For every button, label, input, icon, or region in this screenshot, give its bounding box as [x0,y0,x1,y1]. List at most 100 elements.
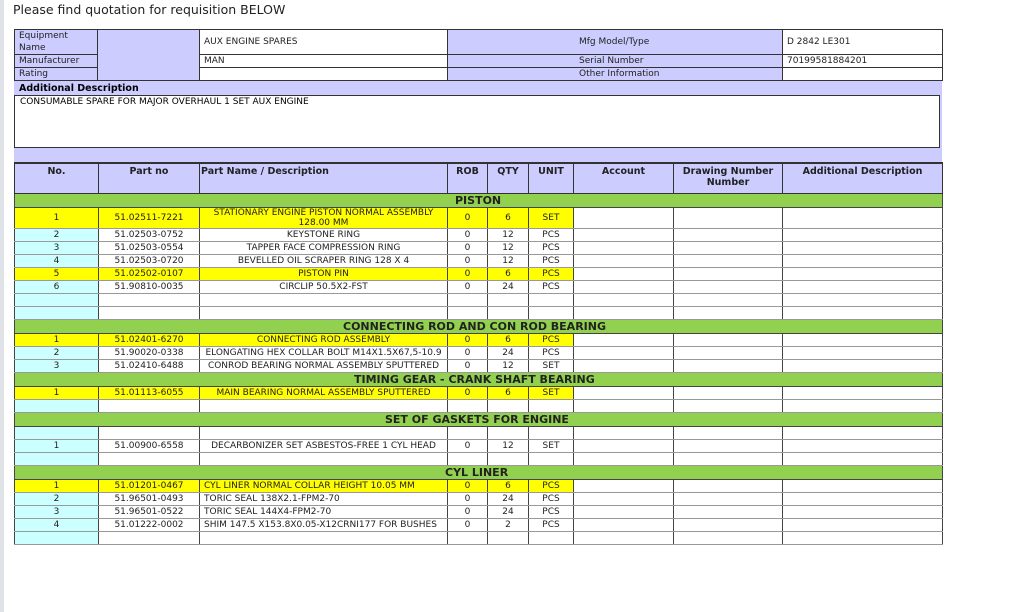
cell-additional-description[interactable] [782,399,943,413]
cell-additional-description[interactable] [782,386,943,400]
cell-drawing-number[interactable] [673,426,783,440]
cell-drawing-number[interactable] [673,399,783,413]
cell-account[interactable] [573,280,674,294]
cell-additional-description[interactable] [782,439,943,453]
cell-account[interactable] [573,254,674,268]
table-row[interactable]: 1 51.01201-0467 CYL LINER NORMAL COLLAR HE… [14,479,943,493]
cell-account[interactable] [573,228,674,242]
table-row[interactable] [14,399,943,413]
cell-drawing-number[interactable] [673,254,783,268]
cell-additional-description[interactable] [782,426,943,440]
table-row[interactable]: 1 51.02401-6270 CONNECTING ROD ASSEMBLY 0 6 P… [14,333,943,347]
cell-account[interactable] [573,452,674,466]
table-row[interactable] [14,531,943,545]
cell-account[interactable] [573,399,674,413]
cell-additional-description[interactable] [782,293,943,307]
cell-account[interactable] [573,386,674,400]
cell-qty: 24 [487,492,529,506]
table-row[interactable]: 3 51.96501-0522 TORIC SEAL 144X4-FPM2-70 0 2… [14,505,943,519]
cell-additional-description[interactable] [782,306,943,320]
table-row[interactable]: 4 51.02503-0720 BEVELLED OIL SCRAPER RING … [14,254,943,268]
cell-additional-description[interactable] [782,505,943,519]
cell-additional-description[interactable] [782,267,943,281]
cell-drawing-number[interactable] [673,267,783,281]
cell-account[interactable] [573,492,674,506]
cell-additional-description[interactable] [782,241,943,255]
table-row[interactable]: 2 51.90020-0338 ELONGATING HEX COLLAR BOLT… [14,346,943,360]
cell-qty [487,306,529,320]
table-row[interactable] [14,306,943,320]
cell-drawing-number[interactable] [673,505,783,519]
cell-desc [199,293,448,307]
cell-additional-description[interactable] [782,492,943,506]
cell-additional-description[interactable] [782,518,943,532]
cell-drawing-number[interactable] [673,280,783,294]
cell-drawing-number[interactable] [673,518,783,532]
cell-account[interactable] [573,306,674,320]
table-row[interactable]: 2 51.96501-0493 TORIC SEAL 138X2.1-FPM2-70… [14,492,943,506]
cell-account[interactable] [573,267,674,281]
table-row[interactable]: 1 51.01113-6055 MAIN BEARING NORMAL ASSEMB… [14,386,943,400]
table-row[interactable] [14,452,943,466]
cell-drawing-number[interactable] [673,228,783,242]
cell-drawing-number[interactable] [673,306,783,320]
table-row[interactable] [14,293,943,307]
cell-account[interactable] [573,505,674,519]
cell-additional-description[interactable] [782,207,943,229]
cell-drawing-number[interactable] [673,386,783,400]
section-header: TIMING GEAR - CRANK SHAFT BEARING [14,372,943,387]
cell-drawing-number[interactable] [673,479,783,493]
table-row[interactable]: 1 51.02511-7221 STATIONARY ENGINE PISTON N… [14,207,943,229]
cell-additional-description[interactable] [782,531,943,545]
cell-drawing-number[interactable] [673,346,783,360]
cell-account[interactable] [573,479,674,493]
cell-additional-description[interactable] [782,359,943,373]
cell-desc [199,426,448,440]
table-row[interactable]: 2 51.02503-0752 KEYSTONE RING 0 12 PCS [14,228,943,242]
cell-account[interactable] [573,207,674,229]
cell-account[interactable] [573,293,674,307]
table-row[interactable]: 3 51.02503-0554 TAPPER FACE COMPRESSION RI… [14,241,943,255]
cell-additional-description[interactable] [782,254,943,268]
cell-account[interactable] [573,333,674,347]
column-header-account: Account [573,162,674,194]
table-row[interactable]: 6 51.90810-0035 CIRCLIP 50.5X2-FST 0 24 PCS [14,280,943,294]
cell-desc: TAPPER FACE COMPRESSION RING [199,241,448,255]
table-row[interactable]: 5 51.02502-0107 PISTON PIN 0 6 PCS [14,267,943,281]
table-row[interactable]: 1 51.00900-6558 DECARBONIZER SET ASBESTOS-… [14,439,943,453]
cell-unit: PCS [528,280,574,294]
cell-additional-description[interactable] [782,280,943,294]
cell-account[interactable] [573,518,674,532]
cell-unit: PCS [528,228,574,242]
cell-account[interactable] [573,531,674,545]
cell-account[interactable] [573,426,674,440]
cell-account[interactable] [573,346,674,360]
cell-additional-description[interactable] [782,346,943,360]
cell-qty: 6 [487,333,529,347]
cell-rob: 0 [447,228,488,242]
cell-additional-description[interactable] [782,479,943,493]
cell-additional-description[interactable] [782,333,943,347]
cell-account[interactable] [573,439,674,453]
cell-account[interactable] [573,241,674,255]
page-title: Please find quotation for requisition BE… [13,2,286,17]
cell-account[interactable] [573,359,674,373]
table-row[interactable]: 4 51.01222-0002 SHIM 147.5 X153.8X0.05-X12… [14,518,943,532]
cell-part: 51.96501-0493 [98,492,200,506]
table-row[interactable] [14,426,943,440]
cell-no: 5 [14,267,99,281]
table-row[interactable]: 3 51.02410-6488 CONROD BEARING NORMAL ASSE… [14,359,943,373]
cell-no: 4 [14,254,99,268]
cell-drawing-number[interactable] [673,333,783,347]
cell-drawing-number[interactable] [673,439,783,453]
cell-drawing-number[interactable] [673,359,783,373]
cell-additional-description[interactable] [782,228,943,242]
cell-additional-description[interactable] [782,452,943,466]
cell-drawing-number[interactable] [673,241,783,255]
cell-drawing-number[interactable] [673,207,783,229]
cell-drawing-number[interactable] [673,293,783,307]
section-title: CONNECTING ROD AND CON ROD BEARING [14,319,943,334]
cell-drawing-number[interactable] [673,452,783,466]
cell-drawing-number[interactable] [673,492,783,506]
cell-drawing-number[interactable] [673,531,783,545]
